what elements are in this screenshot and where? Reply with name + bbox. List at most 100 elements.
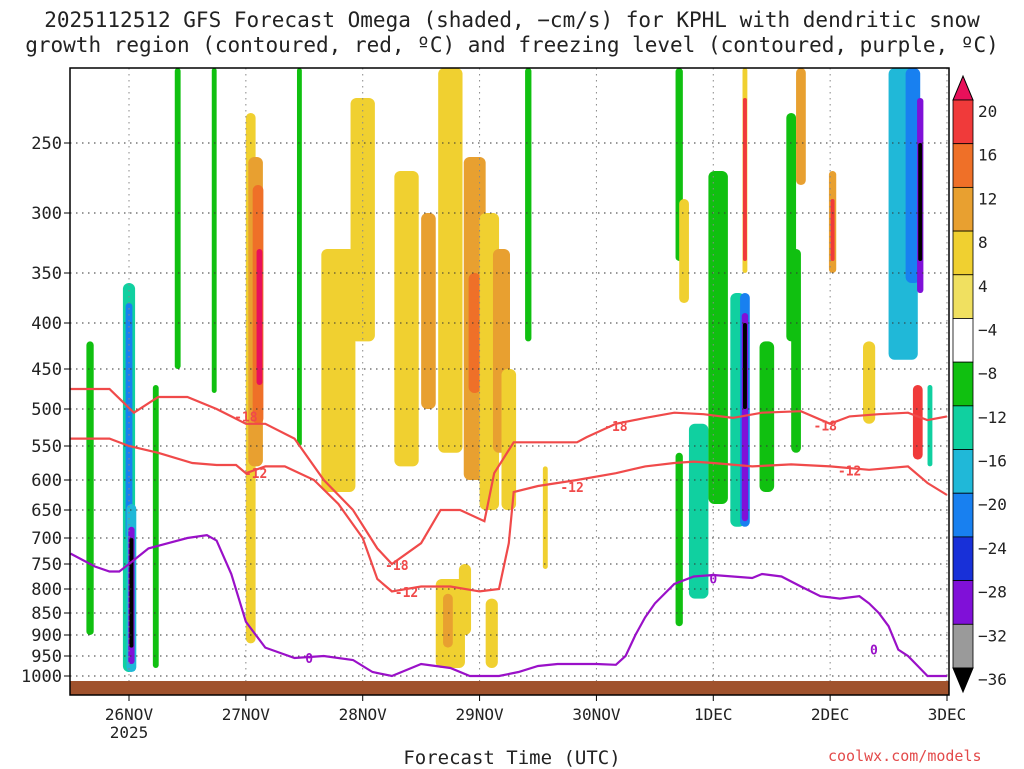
colorbar-label: −4 <box>978 320 997 339</box>
contour-label: -12 <box>395 586 418 601</box>
omega-cell <box>321 249 356 492</box>
contour-label: -18 <box>604 420 628 435</box>
colorbar-label: −36 <box>978 670 1007 689</box>
colorbar-label: 20 <box>978 102 997 121</box>
x-tick-label: 1DEC <box>694 705 733 724</box>
contour-label: -12 <box>244 467 267 482</box>
omega-cell <box>296 68 302 446</box>
omega-cell <box>796 68 806 185</box>
colorbar-top-arrow <box>952 74 974 101</box>
y-tick-label: 750 <box>31 555 62 575</box>
colorbar-label: −12 <box>978 408 1007 427</box>
colorbar-bin <box>952 99 974 145</box>
colorbar-bin <box>952 492 974 538</box>
chart-title-line-2: growth region (contoured, red, ºC) and f… <box>25 33 999 57</box>
chart-title-line-1: 2025112512 GFS Forecast Omega (shaded, −… <box>44 8 980 32</box>
temperature-contours: -18 -18 -18 -18 -12 -12 -12 -12 0 0 0 <box>70 387 948 678</box>
contour-label: -18 <box>814 419 838 434</box>
colorbar-bin <box>952 186 974 232</box>
y-tick-label: 350 <box>31 264 62 284</box>
colorbar-bin <box>952 230 974 276</box>
omega-cell <box>256 249 263 385</box>
omega-cell <box>542 466 548 569</box>
colorbar-bin <box>952 143 974 188</box>
x-tick-sublabel: 2025 <box>110 723 149 742</box>
omega-cell <box>152 385 159 668</box>
plot-frame <box>69 67 950 696</box>
colorbar-bin <box>952 536 974 582</box>
contour-label: -12 <box>838 464 861 479</box>
omega-cell <box>679 199 689 303</box>
colorbar-bin <box>952 361 974 407</box>
y-tick-label: 400 <box>31 314 62 334</box>
y-tick-label: 900 <box>31 626 62 646</box>
x-axis-label: Forecast Time (UTC) <box>403 747 621 769</box>
omega-cell <box>708 171 728 504</box>
contour-label: -12 <box>560 481 583 496</box>
y-tick-label: 500 <box>31 400 62 420</box>
x-tick-label: 26NOV <box>105 705 154 724</box>
x-tick-label: 2DEC <box>811 705 850 724</box>
x-tick-label: 30NOV <box>572 705 621 724</box>
omega-cell <box>421 213 436 409</box>
contour-line <box>70 387 948 566</box>
omega-cell <box>742 98 747 261</box>
colorbar-bin <box>952 449 974 494</box>
omega-field <box>86 68 933 672</box>
omega-cell <box>394 171 419 467</box>
omega-cell <box>905 68 921 283</box>
y-tick-label: 950 <box>31 647 62 667</box>
colorbar-label: −24 <box>978 539 1007 558</box>
omega-cell <box>443 593 453 648</box>
colorbar-label: 4 <box>978 277 988 296</box>
ground-terrain <box>70 681 949 695</box>
colorbar-label: −32 <box>978 626 1007 645</box>
colorbar-legend: 20 16 12 8 4 −4 −8 −12 −16 −20 −24 −28 −32 −36 <box>952 74 1007 694</box>
omega-cell <box>791 249 801 453</box>
omega-cell <box>174 68 181 369</box>
contour-label: 0 <box>305 652 313 667</box>
omega-cell <box>501 369 517 510</box>
y-tick-label: 550 <box>31 437 62 457</box>
colorbar-label: −28 <box>978 583 1007 602</box>
contour-label: -18 <box>385 559 409 574</box>
colorbar-bin <box>952 274 974 319</box>
omega-cell <box>759 341 775 492</box>
y-tick-label: 650 <box>31 501 62 521</box>
y-axis: 2503003504004505005506006507007508008509… <box>21 134 70 687</box>
y-tick-label: 250 <box>31 134 62 154</box>
colorbar-label: 16 <box>978 146 997 165</box>
x-tick-label: 28NOV <box>339 705 388 724</box>
colorbar-label: 8 <box>978 233 988 252</box>
y-tick-label: 700 <box>31 529 62 549</box>
omega-cell <box>350 98 375 342</box>
grid-lines <box>70 68 949 681</box>
contour-label: -18 <box>234 410 258 425</box>
omega-cell <box>129 538 134 648</box>
omega-cell <box>468 273 481 393</box>
contour-label: 0 <box>709 573 717 588</box>
y-tick-label: 300 <box>31 204 62 224</box>
y-tick-label: 600 <box>31 471 62 491</box>
y-tick-label: 1000 <box>21 667 62 687</box>
omega-cell <box>912 385 923 460</box>
omega-cell <box>675 452 683 627</box>
colorbar-bin <box>952 405 974 450</box>
colorbar-label: −20 <box>978 495 1007 514</box>
omega-cell <box>688 423 709 599</box>
contour-line <box>70 534 947 678</box>
colorbar-label: −8 <box>978 364 997 383</box>
omega-cell <box>927 385 933 467</box>
omega-cell <box>863 341 876 424</box>
omega-cell <box>438 68 463 453</box>
colorbar-bottom-arrow <box>952 667 974 694</box>
contour-line <box>70 437 948 593</box>
y-tick-label: 800 <box>31 580 62 600</box>
omega-cell <box>485 598 498 668</box>
colorbar-label: 12 <box>978 189 997 208</box>
omega-cell <box>918 143 923 261</box>
x-tick-label: 27NOV <box>222 705 271 724</box>
colorbar-bin <box>952 580 974 625</box>
